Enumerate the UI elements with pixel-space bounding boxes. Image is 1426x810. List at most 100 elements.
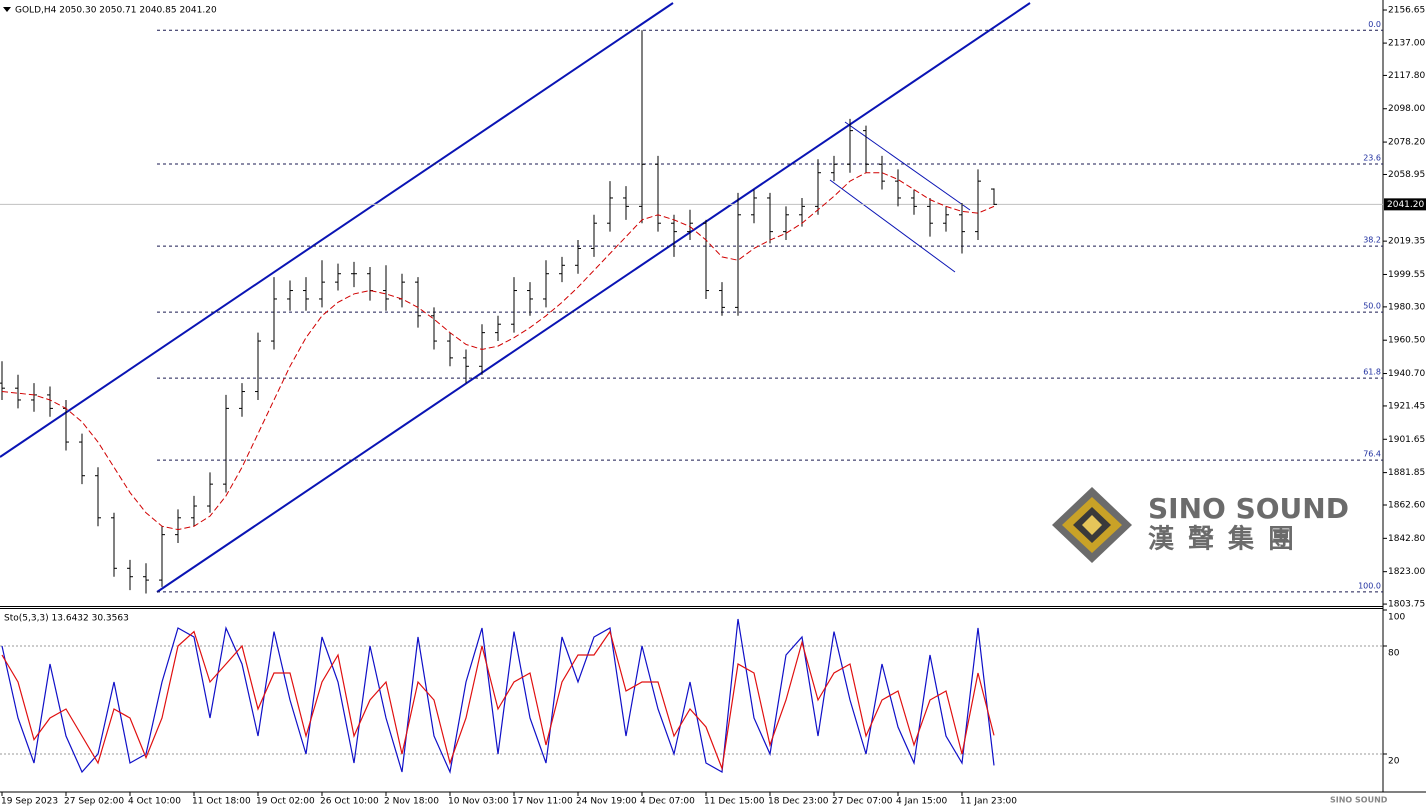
ohlc-bar [863,125,869,173]
ohlc-bar [783,206,789,241]
ohlc-bar [287,280,293,311]
y-tick-label: 2098.00 [1388,104,1425,114]
x-tick-label: 4 Jan 15:00 [896,797,948,807]
x-tick-label: 11 Oct 18:00 [192,797,251,807]
ohlc-bar [703,219,709,299]
ohlc-bar [511,277,517,333]
ohlc-bar [495,315,501,342]
ohlc-bar [671,214,677,257]
ohlc-bar [543,260,549,308]
y-tick-label: 1921.45 [1388,401,1425,411]
y-tick-label: 100 [1388,613,1405,623]
y-tick-label: 2137.00 [1388,39,1425,49]
y-tick-label: 1940.70 [1388,369,1425,379]
ohlc-bar [527,282,533,316]
ohlc-bar [159,526,165,587]
ohlc-bar [895,169,901,207]
y-tick-label: 1862.60 [1388,501,1425,511]
x-tick-label: 4 Dec 07:00 [640,797,695,807]
fib-label: 0.0 [1368,20,1381,29]
ohlc-bar [303,277,309,311]
y-tick-label: 1901.65 [1388,435,1425,445]
y-tick-label: 1980.30 [1388,302,1425,312]
indicator-title: Sto(5,3,3) 13.6432 30.3563 [4,614,129,624]
ohlc-bar [207,472,213,513]
fib-label: 76.4 [1363,450,1381,459]
ohlc-bar [735,192,741,316]
ohlc-bar [175,509,181,544]
ohlc-bar [975,169,981,241]
last-price-box [1384,198,1426,211]
y-tick-label: 2117.80 [1388,71,1425,81]
ohlc-bar [319,260,325,308]
ohlc-bar [767,192,773,244]
x-tick-label: 10 Nov 03:00 [448,797,509,807]
ohlc-bar [463,349,469,384]
ohlc-bar [191,495,197,527]
fib-label: 23.6 [1363,153,1381,162]
ohlc-bar [271,277,277,350]
x-tick-label: 27 Sep 02:00 [64,797,124,807]
ohlc-bar [255,332,261,400]
fib-label: 100.0 [1358,581,1381,590]
y-tick-label: 1803.75 [1388,600,1425,610]
y-tick-label: 80 [1388,649,1400,659]
ohlc-bar [351,261,357,288]
x-tick-label: 26 Oct 10:00 [320,797,379,807]
ohlc-bar [111,512,117,577]
moving-average [1,172,995,531]
y-tick-label: 1881.85 [1388,468,1425,478]
x-tick-label: 19 Sep 2023 [1,797,58,807]
ohlc-bar [575,240,581,274]
ohlc-bar [607,181,613,232]
ohlc-bar [847,118,853,173]
fib-label: 50.0 [1363,302,1381,311]
logo-small: SINO SOUND [1330,796,1388,805]
ohlc-bar [447,332,453,367]
menu-triangle [3,7,11,12]
x-tick-label: 18 Dec 23:00 [768,797,829,807]
stochastic-line [1,618,995,775]
x-tick-label: 27 Dec 07:00 [832,797,893,807]
ohlc-bar [95,467,101,527]
logo: SINO SOUND 漢聲集團 [1052,487,1349,563]
y-tick-label: 2156.65 [1388,6,1425,16]
ohlc-bar [831,155,837,182]
y-tick-label: 2058.95 [1388,170,1425,180]
ohlc-bar [991,188,997,205]
channel-upper [0,2,674,458]
fib-label: 38.2 [1363,236,1381,245]
ohlc-bar [559,256,565,283]
ohlc-bar [431,307,437,350]
ohlc-bar [223,394,229,493]
ohlc-bar [0,361,5,400]
down-channel-lower [829,179,956,273]
ohlc-bar [943,206,949,232]
ohlc-bar [335,263,341,291]
last-price-label: 2041.20 [1387,200,1424,210]
ohlc-bar [15,374,21,409]
y-tick-label: 2019.35 [1388,237,1425,247]
stochastic-line [1,630,995,771]
ohlc-bar [143,563,149,594]
x-tick-label: 11 Dec 15:00 [704,797,765,807]
x-tick-label: 4 Oct 10:00 [128,797,181,807]
ohlc-bar [415,277,421,328]
ohlc-bar [623,186,629,220]
chart-title: GOLD,H4 2050.30 2050.71 2040.85 2041.20 [15,6,217,16]
x-tick-label: 11 Jan 23:00 [960,797,1017,807]
ohlc-bar [639,30,645,224]
ohlc-bar [47,386,53,417]
logo-name: SINO SOUND [1148,492,1349,525]
ohlc-bar [719,282,725,316]
ohlc-bar [79,433,85,485]
y-tick-label: 20 [1388,757,1400,767]
ohlc-bar [799,197,805,227]
ohlc-bar [239,383,245,417]
y-tick-label: 1960.50 [1388,336,1425,346]
ohlc-bar [911,189,917,215]
y-tick-label: 2078.20 [1388,138,1425,148]
